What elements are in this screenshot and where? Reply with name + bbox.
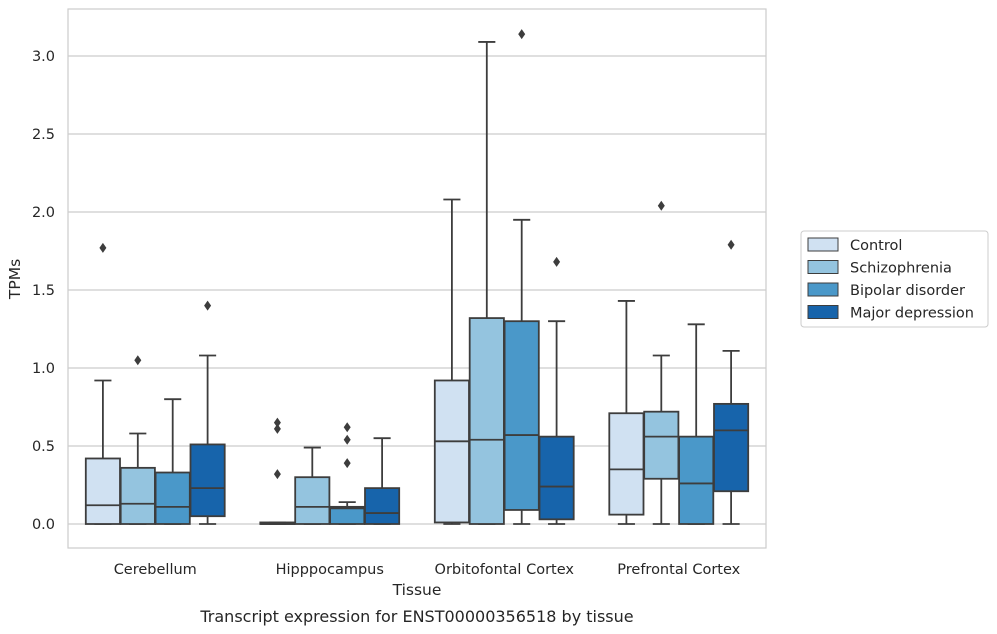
box-iqr — [503, 320, 540, 511]
box-iqr — [189, 443, 226, 518]
box-bipolar-disorder — [154, 398, 191, 525]
x-tick-label: Orbitofontal Cortex — [435, 562, 575, 578]
box-major-depression — [538, 256, 575, 525]
box-groups — [84, 29, 750, 525]
x-axis-label: Tissue — [392, 581, 442, 599]
y-tick-label: 2.5 — [32, 127, 55, 143]
box-iqr — [119, 466, 156, 525]
legend-label: Major depression — [850, 306, 974, 322]
box-iqr — [294, 476, 331, 525]
outlier-point — [657, 200, 665, 211]
x-axis-ticks: Cerebellum Hipppocampus Orbitofontal Corte… — [114, 562, 741, 578]
outlier-point — [343, 434, 351, 445]
outlier-point — [727, 239, 735, 250]
box-iqr — [538, 435, 575, 521]
legend-label: Control — [850, 238, 902, 254]
box-iqr — [608, 412, 645, 516]
x-tick-label: Hipppocampus — [276, 562, 384, 578]
box-control — [259, 417, 296, 525]
y-tick-label: 3.0 — [32, 49, 55, 65]
chart-caption: Transcript expression for ENST0000035651… — [199, 607, 633, 626]
y-tick-label: 1.5 — [32, 283, 55, 299]
outlier-point — [99, 242, 107, 253]
box-iqr — [468, 317, 505, 525]
legend-label: Bipolar disorder — [850, 283, 965, 299]
box-iqr — [678, 435, 715, 525]
box-schizophrenia — [643, 200, 680, 525]
legend-frame — [800, 230, 989, 328]
box-iqr — [713, 402, 750, 493]
box-iqr — [329, 505, 366, 525]
outlier-point — [134, 355, 142, 366]
x-tick-label: Cerebellum — [114, 562, 197, 578]
box-schizophrenia — [294, 446, 331, 525]
legend-swatch — [807, 305, 839, 319]
y-tick-label: 0.5 — [32, 439, 55, 455]
box-iqr — [154, 471, 191, 525]
box-major-depression — [713, 239, 750, 525]
box-iqr — [643, 410, 680, 480]
y-axis-label: TPMs — [6, 259, 24, 300]
legend-swatch — [807, 282, 839, 297]
box-major-depression — [364, 437, 401, 525]
y-tick-label: 2.0 — [32, 205, 55, 221]
outlier-point — [204, 300, 212, 311]
outlier-point — [273, 423, 281, 434]
outlier-point — [273, 417, 281, 428]
legend-label: Schizophrenia — [850, 261, 952, 277]
box-control — [608, 300, 645, 525]
outlier-point — [273, 469, 281, 480]
y-tick-label: 0.0 — [32, 517, 55, 533]
box-bipolar-disorder — [329, 422, 366, 525]
legend-swatch — [807, 260, 839, 274]
outlier-point — [343, 458, 351, 469]
box-bipolar-disorder — [678, 323, 715, 525]
outlier-point — [553, 256, 561, 267]
box-iqr — [364, 487, 401, 525]
box-major-depression — [189, 300, 226, 525]
outlier-point — [518, 29, 526, 40]
outlier-point — [343, 422, 351, 433]
x-tick-label: Prefrontal Cortex — [617, 562, 740, 578]
box-iqr — [84, 457, 121, 525]
box-control — [433, 198, 470, 525]
legend-swatch — [807, 237, 839, 252]
box-iqr — [433, 379, 470, 524]
box-bipolar-disorder — [503, 29, 540, 525]
y-axis-ticks: 0.0 0.5 1.0 1.5 2.0 2.5 3.0 — [32, 49, 55, 533]
box-control — [84, 242, 121, 525]
legend: Control Schizophrenia Bipolar disorder Majo… — [800, 230, 989, 328]
y-tick-label: 1.0 — [32, 361, 55, 377]
